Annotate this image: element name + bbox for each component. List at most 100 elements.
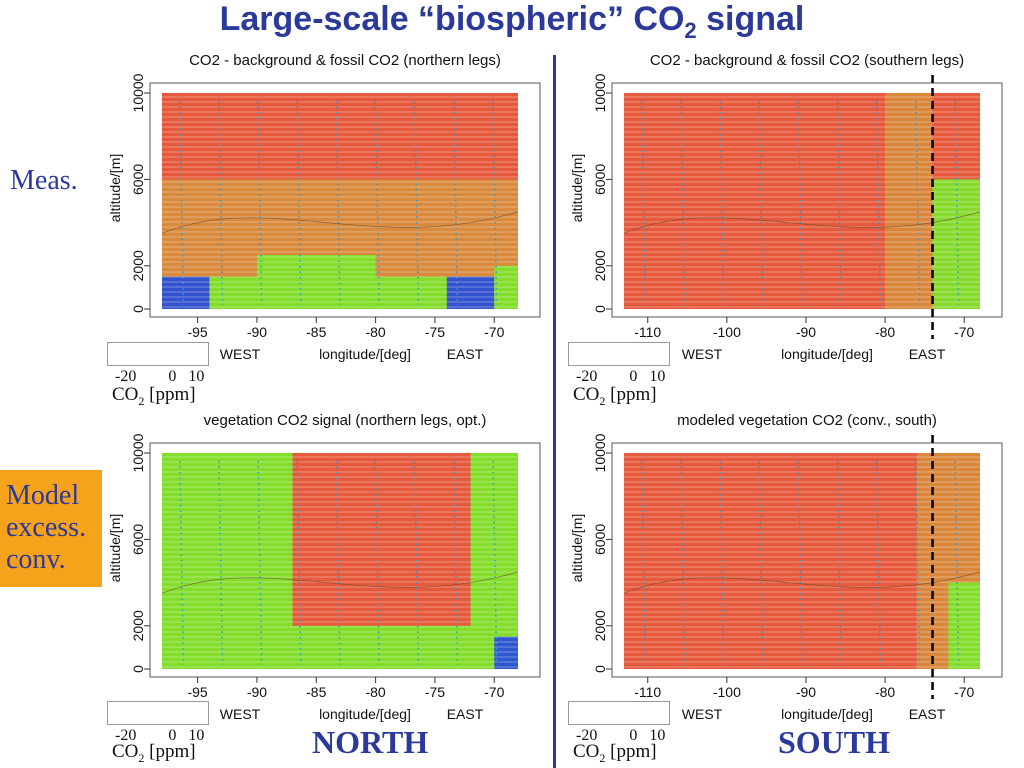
flight-track bbox=[680, 100, 686, 306]
model-label-box: Model excess. conv. bbox=[0, 470, 102, 587]
y-tick-label: 0 bbox=[130, 665, 146, 673]
flight-track bbox=[719, 460, 725, 666]
flight-track bbox=[374, 460, 380, 666]
flight-track bbox=[335, 460, 341, 666]
colorbar-ticks: -20 0 10 bbox=[115, 368, 205, 385]
flight-track bbox=[875, 100, 882, 306]
y-axis-label: altitude/[m] bbox=[107, 154, 123, 222]
west-annotation: WEST bbox=[220, 706, 261, 722]
field-section bbox=[209, 276, 257, 309]
y-tick-label: 2000 bbox=[592, 250, 608, 281]
x-tick-label: -70 bbox=[484, 324, 504, 340]
contour-line bbox=[161, 571, 519, 594]
x-tick-label: -85 bbox=[306, 684, 326, 700]
model-label-line-3: conv. bbox=[6, 544, 66, 576]
colorbar-label: CO2 [ppm] bbox=[112, 384, 196, 408]
north-south-divider bbox=[553, 55, 556, 768]
y-tick-label: 6000 bbox=[592, 164, 608, 195]
chart-south-measured: CO2 - background & fossil CO2 (southern … bbox=[569, 52, 1003, 362]
flight-track bbox=[218, 100, 224, 306]
x-axis-label: longitude/[deg] bbox=[319, 706, 411, 722]
colorbar-ticks: -20 0 10 bbox=[576, 368, 666, 385]
flight-track bbox=[836, 100, 842, 306]
field-section bbox=[494, 265, 518, 309]
x-tick-label: -90 bbox=[796, 684, 816, 700]
x-tick-label: -100 bbox=[713, 684, 741, 700]
y-tick-label: 2000 bbox=[130, 610, 146, 641]
x-tick-label: -75 bbox=[425, 684, 445, 700]
flight-track bbox=[641, 460, 647, 666]
contour-line bbox=[623, 571, 981, 594]
colorbar-label: CO2 [ppm] bbox=[573, 384, 657, 408]
y-axis-label: altitude/[m] bbox=[569, 154, 585, 222]
x-tick-label: -85 bbox=[306, 324, 326, 340]
y-tick-label: 10000 bbox=[130, 73, 146, 112]
y-tick-label: 6000 bbox=[592, 524, 608, 555]
east-annotation: EAST bbox=[447, 346, 484, 362]
flight-track bbox=[413, 100, 420, 306]
colorbar-label: CO2 [ppm] bbox=[112, 741, 196, 765]
field-section bbox=[932, 179, 980, 309]
flight-track bbox=[641, 100, 647, 306]
x-tick-label: -70 bbox=[484, 684, 504, 700]
y-axis-label: altitude/[m] bbox=[569, 514, 585, 582]
y-axis-label: altitude/[m] bbox=[107, 514, 123, 582]
x-tick-label: -90 bbox=[796, 324, 816, 340]
x-tick-label: -90 bbox=[247, 684, 267, 700]
flight-track bbox=[296, 100, 302, 306]
flight-track bbox=[335, 100, 341, 306]
x-tick-label: -75 bbox=[425, 324, 445, 340]
y-tick-label: 6000 bbox=[130, 164, 146, 195]
colorbar-swatch bbox=[107, 342, 209, 366]
chart-south-model: modeled vegetation CO2 (conv., south) -11… bbox=[569, 412, 1003, 722]
flight-track bbox=[492, 100, 498, 306]
field-section bbox=[375, 276, 447, 309]
field-section bbox=[162, 201, 376, 255]
east-annotation: EAST bbox=[447, 706, 484, 722]
x-tick-label: -80 bbox=[365, 324, 385, 340]
flight-track bbox=[453, 460, 459, 666]
flight-track bbox=[875, 460, 882, 666]
x-tick-label: -80 bbox=[875, 684, 895, 700]
field-section bbox=[162, 453, 293, 669]
field-section bbox=[292, 453, 471, 626]
flight-track bbox=[257, 100, 263, 306]
flight-track bbox=[954, 460, 960, 666]
x-axis-label: longitude/[deg] bbox=[781, 706, 873, 722]
flight-track bbox=[758, 100, 764, 306]
south-label: SOUTH bbox=[778, 724, 891, 760]
east-annotation: EAST bbox=[909, 346, 946, 362]
flight-track bbox=[797, 100, 803, 306]
flight-track bbox=[758, 460, 764, 666]
panel-title: CO2 - background & fossil CO2 (northern … bbox=[189, 52, 501, 69]
x-tick-label: -90 bbox=[247, 324, 267, 340]
flight-track bbox=[836, 460, 842, 666]
x-tick-label: -70 bbox=[954, 324, 974, 340]
field-section bbox=[292, 625, 471, 669]
flight-track bbox=[413, 460, 420, 666]
panel-title: CO2 - background & fossil CO2 (southern … bbox=[650, 52, 964, 69]
colorbar-ticks: -20 0 10 bbox=[576, 727, 666, 744]
x-tick-label: -95 bbox=[187, 684, 207, 700]
west-annotation: WEST bbox=[220, 346, 261, 362]
contour-line bbox=[161, 211, 519, 234]
colorbar-label: CO2 [ppm] bbox=[573, 741, 657, 765]
y-tick-label: 2000 bbox=[592, 610, 608, 641]
colorbar-ticks: -20 0 10 bbox=[115, 727, 205, 744]
field-section bbox=[256, 255, 376, 309]
flight-track bbox=[453, 100, 459, 306]
y-tick-label: 0 bbox=[592, 665, 608, 673]
flight-track bbox=[797, 460, 803, 666]
y-tick-label: 0 bbox=[130, 305, 146, 313]
field-section bbox=[446, 276, 495, 309]
chart-north-measured: CO2 - background & fossil CO2 (northern … bbox=[107, 52, 541, 362]
field-section bbox=[162, 93, 518, 180]
y-tick-label: 10000 bbox=[592, 433, 608, 472]
x-tick-label: -110 bbox=[634, 684, 661, 700]
flight-track bbox=[257, 460, 263, 666]
y-tick-label: 6000 bbox=[130, 524, 146, 555]
x-tick-label: -110 bbox=[634, 324, 661, 340]
field-section bbox=[494, 636, 518, 669]
north-label: NORTH bbox=[312, 724, 429, 760]
flight-track bbox=[374, 100, 380, 306]
